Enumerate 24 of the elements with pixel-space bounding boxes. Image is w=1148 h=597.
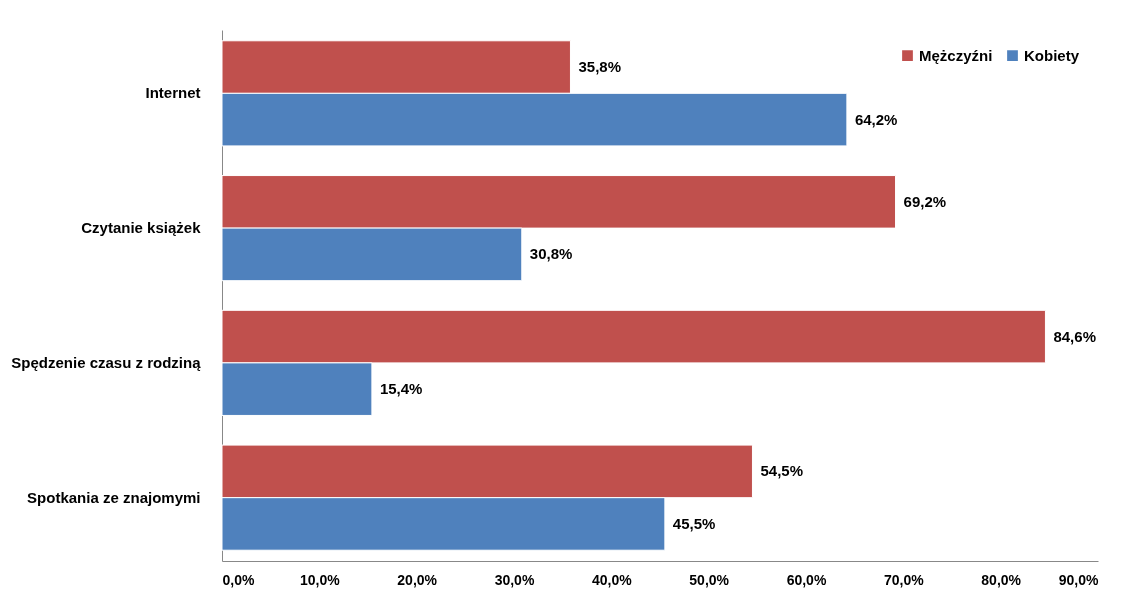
x-tick-label: 70,0% — [883, 571, 925, 588]
legend-label: Kobiety — [1024, 46, 1080, 64]
data-label: 15,4% — [379, 380, 423, 398]
legend-label: Mężczyźni — [919, 46, 993, 64]
data-label: 30,8% — [529, 245, 573, 263]
data-label: 35,8% — [578, 58, 621, 76]
x-tick-label: 10,0% — [299, 571, 341, 588]
data-label: 54,5% — [760, 462, 804, 480]
x-tick-label: 60,0% — [786, 571, 827, 588]
data-label: 69,2% — [903, 192, 947, 210]
y-tick-label: Spotkania ze znajomymi — [27, 488, 201, 506]
data-label: 64,2% — [854, 110, 898, 128]
x-tick-label: 0,0% — [222, 571, 255, 588]
x-tick-label: 40,0% — [591, 571, 633, 588]
x-tick-label: 20,0% — [397, 571, 438, 588]
data-label: 45,5% — [672, 514, 716, 532]
x-tick-label: 50,0% — [689, 571, 730, 588]
x-tick-label: 30,0% — [494, 571, 535, 588]
data-label: 84,6% — [1053, 327, 1096, 345]
x-tick-label: 80,0% — [981, 571, 1022, 588]
y-tick-label: Internet — [145, 84, 201, 102]
x-tick-label: 90,0% — [1058, 571, 1100, 588]
y-tick-label: Czytanie książek — [81, 219, 202, 237]
y-tick-label: Spędzenie czasu z rodziną — [11, 353, 202, 371]
